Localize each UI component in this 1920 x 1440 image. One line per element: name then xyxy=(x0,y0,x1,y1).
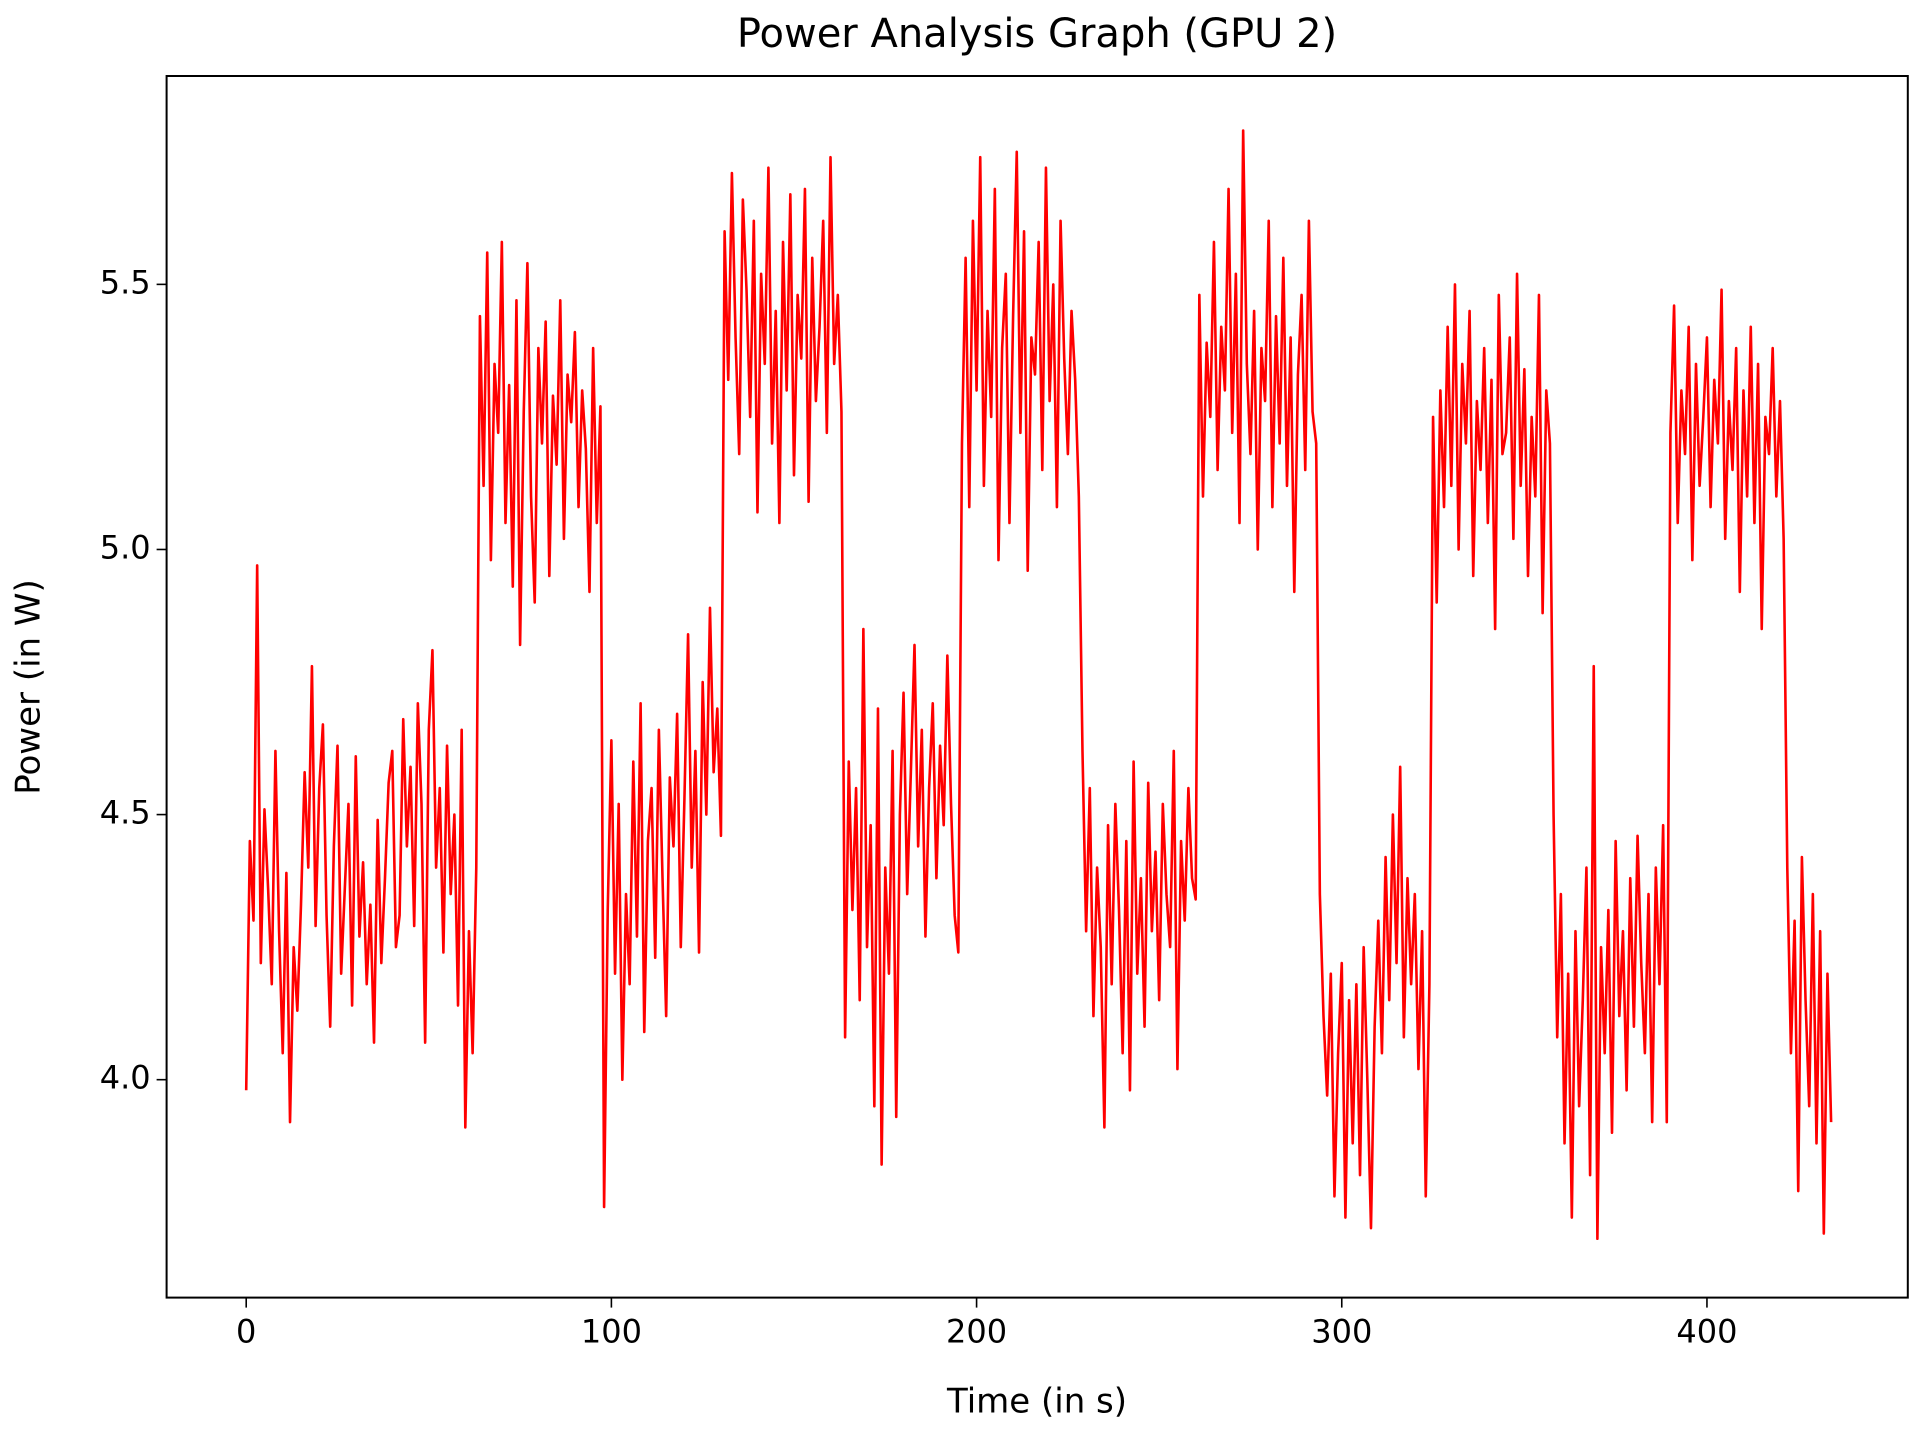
y-tick-label: 5.0 xyxy=(100,528,151,566)
y-tick-label: 5.5 xyxy=(100,263,151,301)
x-tick-label: 100 xyxy=(581,1313,642,1351)
y-tick-label: 4.0 xyxy=(100,1059,151,1097)
x-tick-label: 0 xyxy=(236,1313,256,1351)
plot-frame xyxy=(165,75,1909,1299)
y-axis-label: Power (in W) xyxy=(9,579,49,795)
y-tick-label: 4.5 xyxy=(100,794,151,832)
chart-title: Power Analysis Graph (GPU 2) xyxy=(737,11,1337,57)
x-axis-label: Time (in s) xyxy=(946,1382,1127,1422)
x-tick-label: 300 xyxy=(1311,1313,1372,1351)
x-tick-label: 400 xyxy=(1676,1313,1737,1351)
x-tick-label: 200 xyxy=(946,1313,1007,1351)
data-line xyxy=(244,129,1833,1241)
